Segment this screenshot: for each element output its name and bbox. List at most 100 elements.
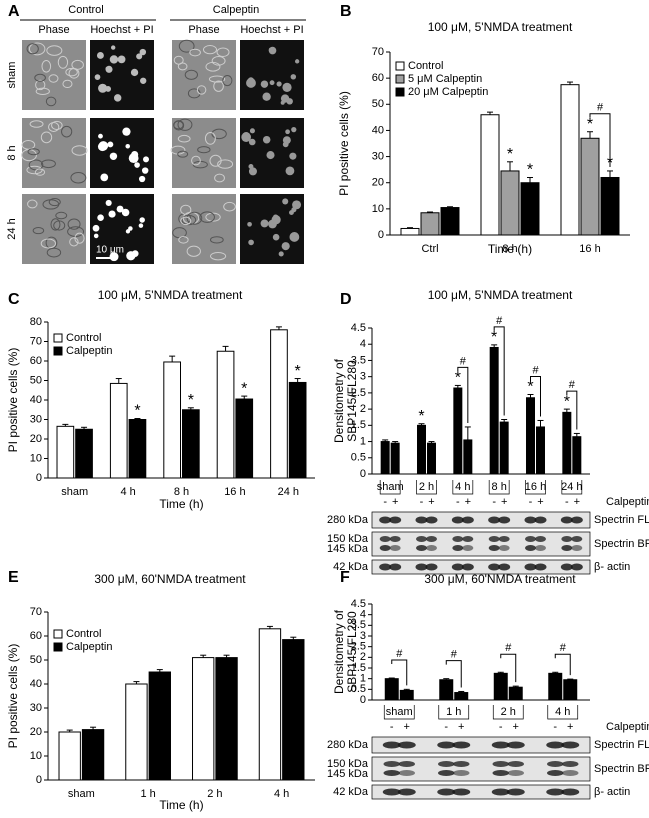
nucleus bbox=[116, 205, 124, 213]
nucleus bbox=[262, 92, 271, 101]
y-tick-label: 10 bbox=[30, 750, 42, 762]
condition-label: - bbox=[499, 721, 503, 733]
blot-protein-label: Spectrin FL bbox=[594, 514, 649, 526]
y-tick-label: 4.5 bbox=[351, 322, 366, 334]
blot-size-label: 280 kDa bbox=[327, 514, 369, 526]
blot-band bbox=[382, 788, 401, 796]
blot-band bbox=[451, 563, 464, 571]
significance-mark: * bbox=[188, 392, 194, 409]
nucleus bbox=[282, 82, 292, 92]
cell bbox=[27, 148, 40, 156]
blot-band bbox=[462, 545, 474, 551]
significance-bracket bbox=[445, 660, 462, 688]
cell bbox=[186, 211, 203, 225]
y-axis-label: PI positive cells (%) bbox=[337, 91, 351, 196]
y-tick-label: 50 bbox=[372, 98, 384, 110]
blot-band bbox=[498, 516, 511, 524]
cell bbox=[223, 201, 236, 212]
blot-band bbox=[570, 516, 583, 524]
blot-band bbox=[425, 516, 438, 524]
blot-band bbox=[547, 770, 564, 776]
blot-band bbox=[452, 536, 464, 542]
y-axis-label: SBP145/FL280 bbox=[345, 360, 359, 442]
cell bbox=[177, 118, 193, 131]
group-label: Control bbox=[68, 4, 103, 16]
nucleus bbox=[138, 175, 146, 183]
significance-mark: * bbox=[527, 379, 533, 396]
blot-band bbox=[561, 788, 580, 796]
blot-size-label: 150 kDa bbox=[327, 758, 369, 770]
cell bbox=[65, 67, 78, 77]
y-tick-label: 60 bbox=[30, 630, 42, 642]
significance-mark: * bbox=[295, 363, 301, 380]
x-tick-label: Ctrl bbox=[421, 243, 438, 255]
cell bbox=[51, 120, 63, 130]
blot-band bbox=[488, 545, 500, 551]
column-label: Hoechst + PI bbox=[240, 24, 303, 36]
bar bbox=[563, 679, 578, 701]
y-tick-label: 0 bbox=[360, 468, 366, 480]
significance-bracket bbox=[493, 326, 505, 416]
blot-band bbox=[546, 788, 565, 796]
nucleus bbox=[139, 217, 145, 223]
blot-band bbox=[534, 563, 547, 571]
bar bbox=[499, 421, 509, 475]
legend-swatch bbox=[53, 333, 63, 343]
nucleus bbox=[280, 100, 285, 105]
nucleus bbox=[117, 55, 126, 64]
legend-label: Control bbox=[66, 628, 101, 640]
blot-band bbox=[560, 516, 573, 524]
nucleus bbox=[143, 156, 150, 163]
cell bbox=[189, 48, 201, 57]
blot-band bbox=[437, 788, 456, 796]
legend-label: Calpeptin bbox=[66, 641, 112, 653]
cell bbox=[34, 73, 46, 82]
x-tick-label: sham bbox=[377, 481, 404, 493]
condition-label: + bbox=[567, 721, 573, 733]
cell bbox=[209, 236, 224, 244]
nucleus bbox=[262, 135, 271, 144]
cell bbox=[29, 120, 44, 128]
column-label: Phase bbox=[38, 24, 69, 36]
blot-size-label: 280 kDa bbox=[327, 739, 369, 751]
blot-band bbox=[379, 536, 391, 542]
nucleus bbox=[93, 233, 99, 239]
significance-mark: # bbox=[569, 379, 576, 391]
nucleus bbox=[289, 232, 300, 242]
y-tick-label: 1 bbox=[360, 435, 366, 447]
bar bbox=[288, 381, 307, 479]
blot-band bbox=[546, 741, 565, 749]
nucleus bbox=[111, 45, 116, 50]
nucleus bbox=[131, 151, 139, 159]
category-bracket bbox=[547, 705, 579, 720]
blot-strip bbox=[371, 511, 591, 529]
blot-band bbox=[506, 741, 525, 749]
y-tick-label: 1.5 bbox=[351, 662, 366, 674]
nucleus bbox=[98, 83, 108, 93]
nucleus bbox=[291, 207, 297, 213]
blot-band bbox=[492, 770, 509, 776]
nucleus bbox=[248, 239, 254, 246]
panel-letter: B bbox=[340, 3, 352, 20]
x-tick-label: 2 h bbox=[207, 788, 222, 800]
x-tick-label: 1 h bbox=[446, 706, 461, 718]
blot-protein-label: Spectrin BP bbox=[594, 538, 649, 550]
cell bbox=[26, 43, 39, 55]
y-tick-label: 3.5 bbox=[351, 354, 366, 366]
blot-band bbox=[507, 761, 524, 767]
significance-mark: # bbox=[396, 648, 403, 660]
cell bbox=[62, 79, 73, 89]
x-axis-label: Time (h) bbox=[488, 242, 532, 256]
cell bbox=[40, 238, 56, 249]
y-tick-label: 40 bbox=[30, 394, 42, 406]
nucleus bbox=[273, 214, 279, 220]
y-tick-label: 1 bbox=[360, 673, 366, 685]
y-tick-label: 4.5 bbox=[351, 598, 366, 610]
bar bbox=[258, 628, 282, 781]
blot-band bbox=[426, 536, 437, 542]
cell bbox=[50, 218, 61, 231]
blot-band bbox=[561, 545, 573, 551]
nucleus bbox=[266, 151, 275, 160]
nucleus bbox=[97, 214, 104, 222]
bar bbox=[463, 439, 473, 475]
